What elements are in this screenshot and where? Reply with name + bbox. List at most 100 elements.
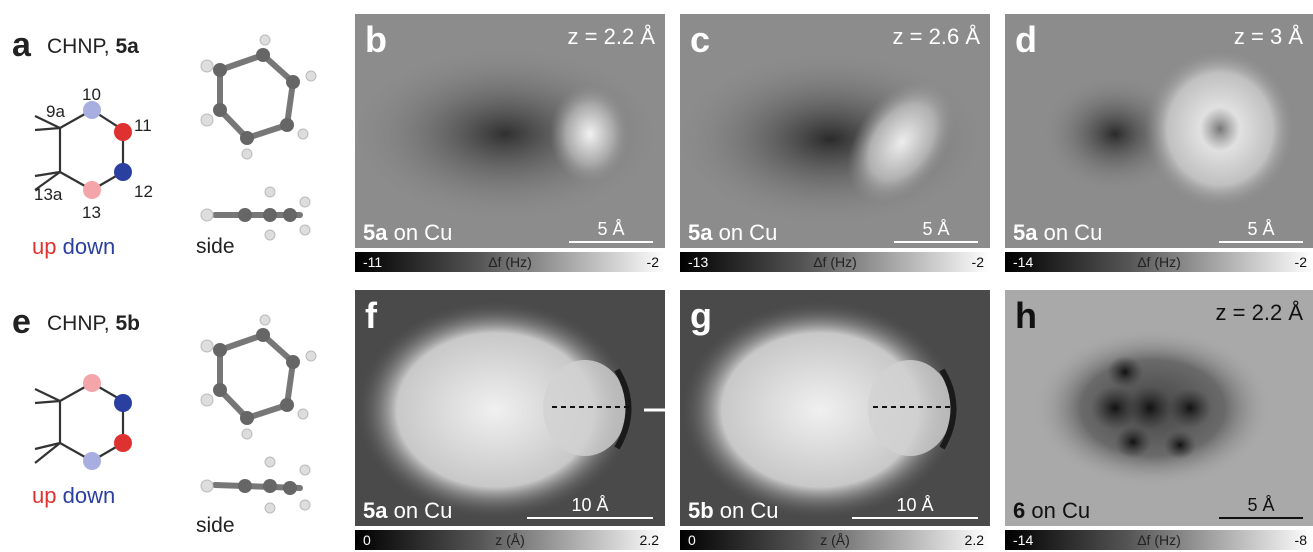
colorbar-d: -14 Δf (Hz) -2 <box>1005 252 1313 272</box>
caption-h: 6 on Cu <box>1013 500 1090 522</box>
z-height-d: z = 3 Å <box>1233 24 1303 49</box>
atom-11-marker <box>114 123 132 141</box>
caption-text-b: on Cu <box>387 220 453 245</box>
colorbar-unit-b: Δf (Hz) <box>488 254 532 270</box>
structure-5a-diagram <box>34 101 132 199</box>
side-label-a: side <box>196 235 235 258</box>
caption-g: 5b on Cu <box>688 500 779 522</box>
colorbar-min-c: -13 <box>688 254 709 270</box>
scalebar-g: 10 Å <box>852 496 978 519</box>
colorbar-unit-d: Δf (Hz) <box>1137 254 1181 270</box>
molecule-model-5a <box>200 34 317 241</box>
scalebar-c: 5 Å <box>894 220 978 243</box>
panel-a-title: CHNP, 5a <box>47 36 139 57</box>
z-height-c: z = 2.6 Å <box>892 24 980 49</box>
caption-f: 5a on Cu <box>363 500 452 522</box>
colorbar-min-f: 0 <box>363 532 371 548</box>
scalebar-label-b: 5 Å <box>597 219 625 239</box>
afm-image-d: d z = 3 Å 5a on Cu 5 Å <box>1005 14 1313 248</box>
z-height-b: z = 2.2 Å <box>567 24 655 49</box>
tile-letter-g: g <box>690 295 712 336</box>
colorbar-max-d: -2 <box>1294 254 1307 270</box>
caption-compound-g: 5b <box>688 498 714 523</box>
colorbar-max-b: -2 <box>646 254 659 270</box>
atom-label-12: 12 <box>134 182 153 201</box>
caption-text-h: on Cu <box>1025 498 1091 523</box>
molecule-model-5b <box>200 314 317 514</box>
stm-image-g: g 5b on Cu 10 Å <box>680 290 990 526</box>
panel-a-title-text: CHNP, <box>47 35 110 58</box>
panel-e-title-text: CHNP, <box>47 312 110 335</box>
scalebar-b: 5 Å <box>569 220 653 243</box>
colorbar-min-d: -14 <box>1013 254 1034 270</box>
atom-10-marker <box>83 101 101 119</box>
colorbar-max-f: 2.2 <box>639 532 659 548</box>
panel-e-compound: 5b <box>115 312 140 335</box>
tile-letter-d: d <box>1015 19 1037 60</box>
atom-label-11: 11 <box>134 116 152 135</box>
colorbar-f: 0 z (Å) 2.2 <box>355 530 665 550</box>
colorbar-unit-c: Δf (Hz) <box>813 254 857 270</box>
z-height-h: z = 2.2 Å <box>1215 300 1303 325</box>
colorbar-max-h: -8 <box>1294 532 1307 548</box>
atom-label-9a: 9a <box>46 102 65 121</box>
atom-right-bottom-marker-5b <box>114 434 132 452</box>
atom-top-marker-5b <box>83 374 101 392</box>
colorbar-b: -11 Δf (Hz) -2 <box>355 252 665 272</box>
colorbar-h: -14 Δf (Hz) -8 <box>1005 530 1313 550</box>
scalebar-label-h: 5 Å <box>1247 495 1275 515</box>
colorbar-unit-h: Δf (Hz) <box>1137 532 1181 548</box>
caption-text-g: on Cu <box>713 498 779 523</box>
legend-up-e: up <box>32 483 57 508</box>
legend-down-e: down <box>62 483 116 508</box>
colorbar-max-c: -2 <box>971 254 984 270</box>
panel-e-title: CHNP, 5b <box>47 313 140 334</box>
afm-image-h: h z = 2.2 Å 6 on Cu 5 Å <box>1005 290 1313 526</box>
caption-text-c: on Cu <box>712 220 778 245</box>
tile-letter-c: c <box>690 19 711 60</box>
side-label-e: side <box>196 514 235 537</box>
structure-5b-diagram <box>34 374 132 470</box>
colorbar-max-g: 2.2 <box>964 532 984 548</box>
legend-e: up down <box>32 485 115 507</box>
scalebar-label-g: 10 Å <box>896 495 934 515</box>
tile-letter-h: h <box>1015 295 1037 336</box>
caption-d: 5a on Cu <box>1013 222 1102 244</box>
scalebar-label-d: 5 Å <box>1247 219 1275 239</box>
colorbar-min-g: 0 <box>688 532 696 548</box>
caption-c: 5a on Cu <box>688 222 777 244</box>
atom-label-13a: 13a <box>34 185 63 204</box>
colorbar-min-b: -11 <box>363 254 383 270</box>
caption-compound-h: 6 <box>1013 498 1026 523</box>
atom-right-top-marker-5b <box>114 394 132 412</box>
legend-down-a: down <box>62 234 116 259</box>
legend-up-a: up <box>32 234 57 259</box>
caption-text-f: on Cu <box>387 498 453 523</box>
atom-label-10: 10 <box>82 85 101 104</box>
scalebar-h: 5 Å <box>1219 496 1303 519</box>
colorbar-min-h: -14 <box>1013 532 1034 548</box>
colorbar-unit-g: z (Å) <box>820 532 850 548</box>
tile-letter-b: b <box>365 19 387 60</box>
atom-label-13: 13 <box>82 203 101 222</box>
afm-image-b: b z = 2.2 Å 5a on Cu 5 Å <box>355 14 665 248</box>
afm-image-c: c z = 2.6 Å 5a on Cu 5 Å <box>680 14 990 248</box>
caption-compound-b: 5a <box>363 220 388 245</box>
caption-compound-d: 5a <box>1013 220 1038 245</box>
tile-letter-f: f <box>365 295 377 336</box>
panel-letter-e: e <box>12 303 31 341</box>
caption-compound-c: 5a <box>688 220 713 245</box>
panel-a-compound: 5a <box>115 35 139 58</box>
legend-a: up down <box>32 236 115 258</box>
colorbar-c: -13 Δf (Hz) -2 <box>680 252 990 272</box>
scalebar-d: 5 Å <box>1219 220 1303 243</box>
caption-compound-f: 5a <box>363 498 388 523</box>
stm-image-f: f 5a on Cu 10 Å <box>355 290 665 526</box>
caption-text-d: on Cu <box>1037 220 1103 245</box>
scalebar-label-c: 5 Å <box>922 219 950 239</box>
colorbar-unit-f: z (Å) <box>495 532 525 548</box>
atom-13-marker <box>83 181 101 199</box>
scalebar-label-f: 10 Å <box>571 495 609 515</box>
panel-letter-a: a <box>12 26 31 64</box>
colorbar-g: 0 z (Å) 2.2 <box>680 530 990 550</box>
